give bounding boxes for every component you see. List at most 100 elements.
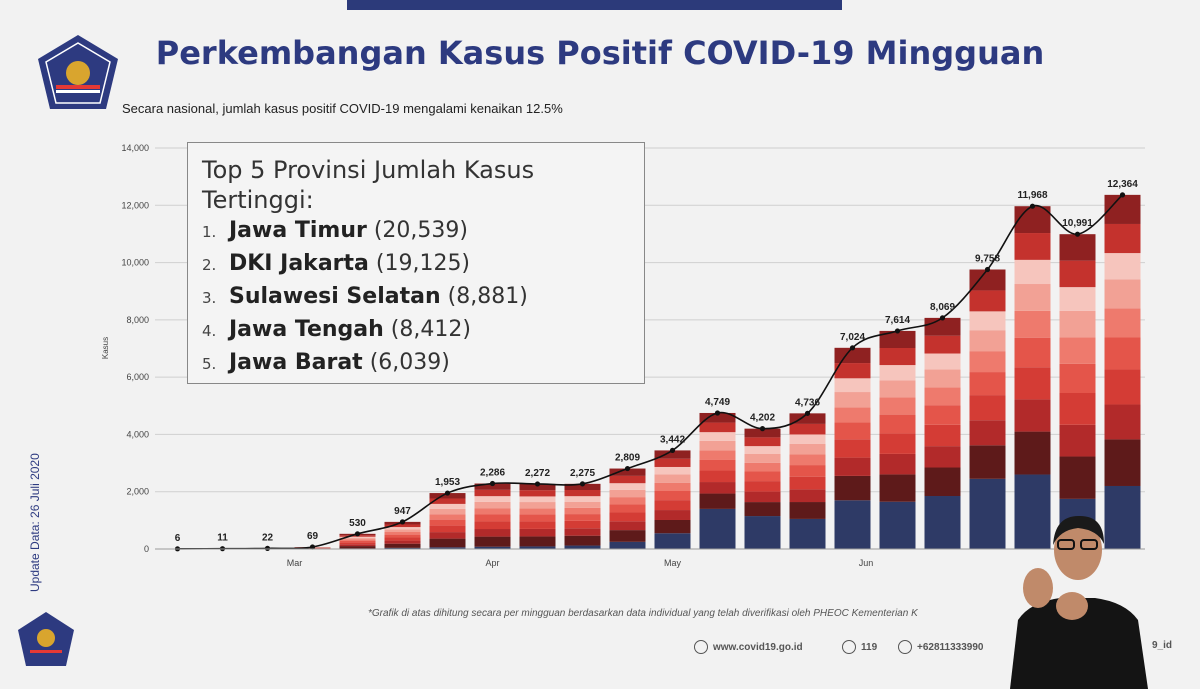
value-label: 11 xyxy=(217,533,228,544)
y-tick-label: 14,000 xyxy=(121,143,149,153)
bar-segment xyxy=(699,440,736,451)
bar-segment xyxy=(474,536,511,547)
bar-segment xyxy=(564,535,601,546)
top-provinces-box: Top 5 Provinsi Jumlah Kasus Tertinggi: 1… xyxy=(187,142,645,384)
province-rank: 4. xyxy=(202,322,217,340)
bar-segment xyxy=(1014,431,1051,475)
bar xyxy=(789,413,826,549)
bar-segment xyxy=(834,475,871,501)
bar-segment xyxy=(1059,234,1096,261)
bar-segment xyxy=(834,363,871,379)
bar-segment xyxy=(1104,279,1141,309)
bar-segment xyxy=(924,369,961,388)
top-bar xyxy=(347,0,842,10)
province-value: (8,881) xyxy=(447,284,528,309)
bar-segment xyxy=(924,317,961,336)
y-tick-label: 0 xyxy=(144,544,149,554)
bar-segment xyxy=(429,538,466,548)
bar-segment xyxy=(654,500,691,511)
bar-segment xyxy=(744,516,781,549)
bar-segment xyxy=(1014,206,1051,234)
gugus-tugas-logo-icon xyxy=(38,35,118,109)
weekly-cases-chart: 0 2,000 4,000 6,000 8,000 10,000 12,000 14,000 K… xyxy=(101,143,1145,568)
province-value: (20,539) xyxy=(373,218,468,243)
trend-point xyxy=(1074,231,1081,237)
bar-segment xyxy=(474,501,511,509)
y-tick-label: 10,000 xyxy=(121,258,149,268)
bar-segment xyxy=(609,541,646,549)
value-label: 530 xyxy=(349,518,366,529)
y-axis: 0 2,000 4,000 6,000 8,000 10,000 12,000 14,000 K… xyxy=(101,143,149,554)
bar xyxy=(519,483,556,549)
bar-segment xyxy=(834,457,871,476)
bar-segment xyxy=(609,475,646,484)
province-rank: 1. xyxy=(202,223,217,241)
bar-segment xyxy=(429,508,466,515)
bar-segment xyxy=(969,478,1006,549)
bar-segment xyxy=(564,545,601,549)
bar-segment xyxy=(969,351,1006,373)
bar-segment xyxy=(744,462,781,472)
value-label: 4,736 xyxy=(795,397,820,408)
bar-segment xyxy=(1104,308,1141,338)
bar-segment xyxy=(609,489,646,498)
bar-segment xyxy=(564,496,601,502)
bar xyxy=(429,493,466,549)
bar-segment xyxy=(429,514,466,520)
value-label: 3,442 xyxy=(660,434,685,445)
month-label: Mar xyxy=(287,558,303,568)
bar-segment xyxy=(1059,424,1096,457)
province-row: 5. Jawa Barat (6,039) xyxy=(202,347,630,380)
bar-segment xyxy=(474,529,511,537)
bar-segment xyxy=(384,524,421,528)
bar-segment xyxy=(519,546,556,549)
value-label: 10,991 xyxy=(1062,218,1093,229)
value-label: 12,364 xyxy=(1107,179,1138,190)
bar-segment xyxy=(789,489,826,503)
month-label: Apr xyxy=(485,558,499,568)
bar-segment xyxy=(474,514,511,522)
whatsapp-icon xyxy=(898,640,912,654)
bar-segment xyxy=(1059,310,1096,338)
bar-segment xyxy=(1014,310,1051,338)
bar-segment xyxy=(924,496,961,549)
bar-segment xyxy=(699,450,736,460)
bar-segment xyxy=(609,521,646,531)
value-labels: 6 11 22 69 530 947 1,953 2,286 2,272 2,275 2,809 3,… xyxy=(175,179,1139,544)
bar-segment xyxy=(744,491,781,503)
website-text: www.covid19.go.id xyxy=(713,641,803,653)
bar-segment xyxy=(429,503,466,509)
bar xyxy=(744,428,781,549)
month-label: Jun xyxy=(859,558,874,568)
bar-segment xyxy=(474,483,511,490)
bar-segment xyxy=(384,540,421,544)
bar-segment xyxy=(519,496,556,503)
bar-segment xyxy=(609,483,646,490)
chart-footnote: *Grafik di atas dihitung secara per ming… xyxy=(368,608,918,619)
bar xyxy=(1104,194,1141,549)
trend-point xyxy=(669,447,676,454)
social-contact[interactable]: 9_id xyxy=(1152,640,1172,651)
trend-point xyxy=(444,490,451,496)
bar-segment xyxy=(519,521,556,529)
y-tick-label: 12,000 xyxy=(121,200,149,210)
whatsapp-contact[interactable]: +62811333990 xyxy=(898,640,983,654)
bar-segment xyxy=(429,519,466,526)
bar-segment xyxy=(744,481,781,492)
hotline-contact[interactable]: 119 xyxy=(842,640,877,654)
bar xyxy=(654,450,691,549)
province-value: (6,039) xyxy=(369,350,450,375)
bar-segment xyxy=(654,466,691,475)
value-label: 22 xyxy=(262,532,274,543)
bar-segment xyxy=(1014,259,1051,285)
bar-segment xyxy=(474,521,511,530)
bar-segment xyxy=(474,546,511,549)
bar-segment xyxy=(924,467,961,497)
website-contact[interactable]: www.covid19.go.id xyxy=(694,640,803,654)
sign-language-interpreter xyxy=(1010,515,1148,689)
bar-segment xyxy=(339,538,376,540)
page-subtitle: Secara nasional, jumlah kasus positif CO… xyxy=(122,101,563,116)
box-heading-line1: Top 5 Provinsi Jumlah Kasus xyxy=(202,156,535,184)
bar-segment xyxy=(519,528,556,537)
bar-segment xyxy=(789,502,826,519)
